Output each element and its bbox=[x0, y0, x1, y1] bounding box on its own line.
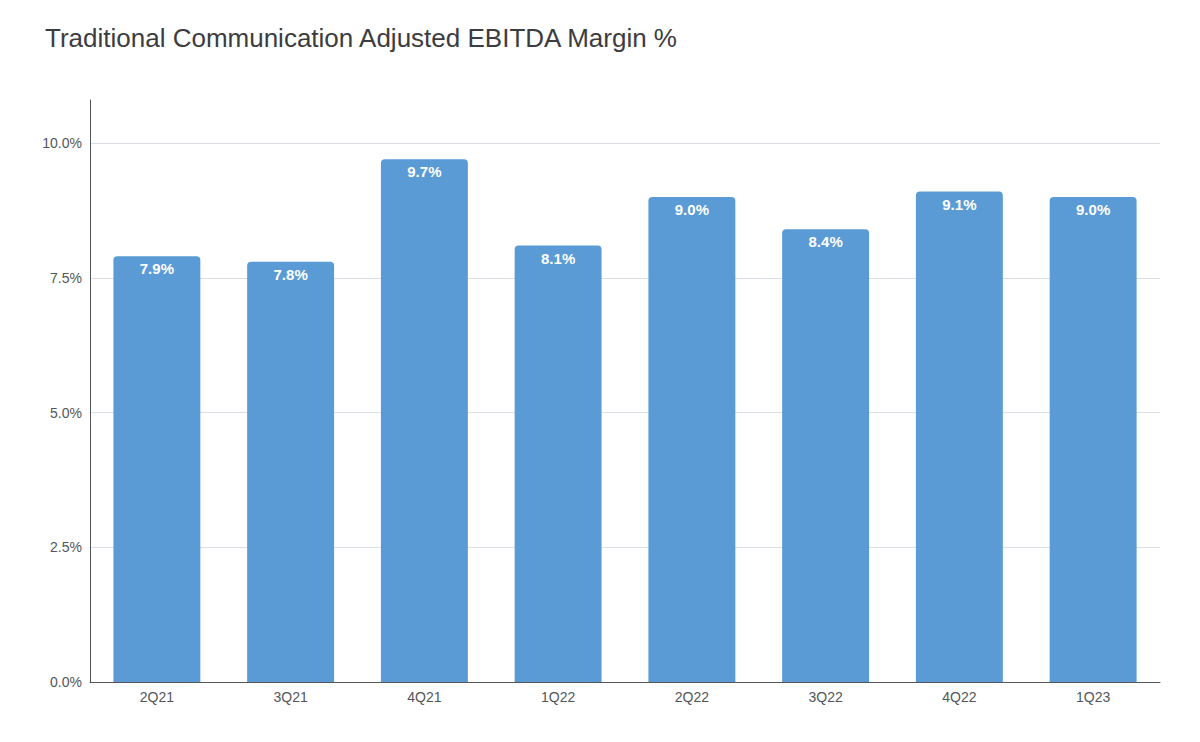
svg-text:1Q23: 1Q23 bbox=[1076, 689, 1110, 705]
svg-text:4Q22: 4Q22 bbox=[942, 689, 976, 705]
svg-text:9.0%: 9.0% bbox=[1076, 201, 1110, 218]
svg-text:8.1%: 8.1% bbox=[541, 250, 575, 267]
svg-text:9.1%: 9.1% bbox=[942, 196, 976, 213]
svg-text:7.5%: 7.5% bbox=[50, 270, 82, 286]
svg-text:4Q21: 4Q21 bbox=[407, 689, 441, 705]
svg-text:2.5%: 2.5% bbox=[50, 539, 82, 555]
svg-text:10.0%: 10.0% bbox=[42, 135, 82, 151]
svg-text:3Q22: 3Q22 bbox=[809, 689, 843, 705]
svg-text:3Q21: 3Q21 bbox=[274, 689, 308, 705]
svg-text:7.8%: 7.8% bbox=[274, 266, 308, 283]
svg-text:Traditional Communication Adju: Traditional Communication Adjusted EBITD… bbox=[45, 23, 677, 53]
svg-text:9.0%: 9.0% bbox=[675, 201, 709, 218]
svg-text:7.9%: 7.9% bbox=[140, 260, 174, 277]
svg-text:9.7%: 9.7% bbox=[407, 163, 441, 180]
svg-text:2Q21: 2Q21 bbox=[140, 689, 174, 705]
svg-text:8.4%: 8.4% bbox=[809, 233, 843, 250]
svg-text:5.0%: 5.0% bbox=[50, 405, 82, 421]
svg-text:1Q22: 1Q22 bbox=[541, 689, 575, 705]
svg-text:0.0%: 0.0% bbox=[50, 674, 82, 690]
svg-text:2Q22: 2Q22 bbox=[675, 689, 709, 705]
